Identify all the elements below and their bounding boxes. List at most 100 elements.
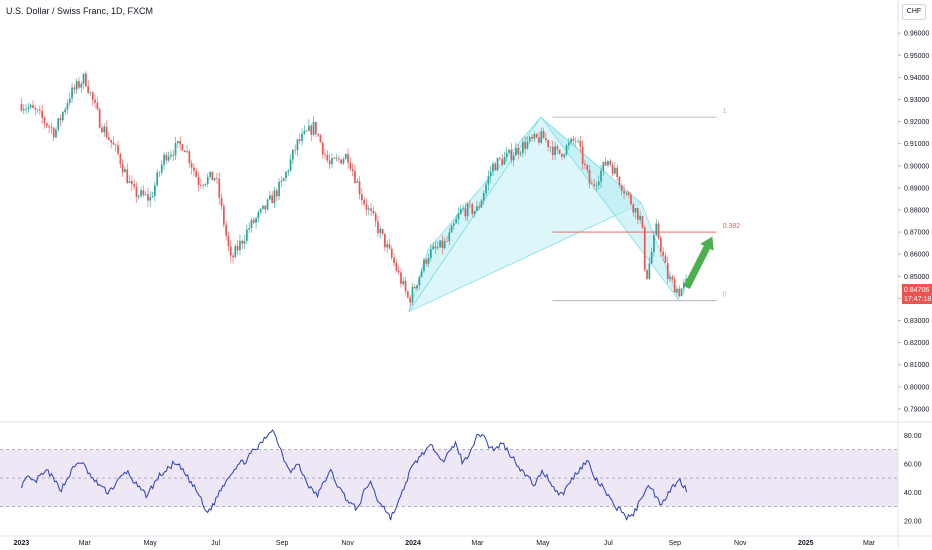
candle-body (133, 184, 136, 187)
candle-body (200, 184, 202, 186)
candle-body (505, 152, 508, 157)
candle-body (540, 131, 543, 143)
candle-body (246, 229, 248, 241)
candle-body (280, 180, 283, 182)
candle-body (512, 155, 515, 161)
candle-body (204, 183, 207, 186)
time-tick-label: May (536, 540, 550, 547)
candle-body (271, 195, 274, 204)
candle-body (669, 276, 671, 279)
candle-body (91, 92, 94, 100)
candle-body (285, 171, 287, 179)
candle-body (75, 81, 78, 90)
candle-body (264, 205, 267, 210)
candle-body (124, 169, 126, 173)
candle-body (453, 223, 455, 226)
candle-body (158, 172, 161, 174)
candle-body (257, 212, 260, 219)
candle-body (32, 105, 34, 108)
candle-body (614, 167, 616, 174)
candle-body (538, 137, 540, 143)
candle-body (50, 127, 53, 129)
candle-body (98, 109, 101, 128)
candle-body (266, 199, 269, 210)
rsi-line (21, 429, 688, 521)
candle-body (508, 149, 510, 153)
candle-body (519, 152, 522, 155)
candle-body (94, 99, 96, 103)
price-badge-price: 0.84706 (904, 287, 929, 294)
candle-body (142, 190, 145, 195)
candle-body (206, 176, 209, 184)
candle-body (574, 140, 577, 142)
candle-body (262, 205, 264, 209)
candle-body (289, 159, 292, 171)
candle-body (20, 103, 23, 111)
candle-body (126, 169, 129, 184)
candle-body (52, 128, 55, 138)
candle-body (303, 130, 306, 134)
rsi-tick-label: 40.00 (904, 490, 922, 497)
candle-body (225, 224, 228, 236)
candle-body (588, 170, 591, 184)
candle-body (137, 195, 140, 197)
price-tick-label: 0.91000 (904, 141, 929, 148)
candle-body (443, 241, 446, 249)
price-tick-label: 0.79000 (904, 406, 929, 413)
candle-body (639, 216, 642, 220)
candle-body (386, 244, 389, 248)
candle-body (462, 208, 464, 209)
candle-body (239, 240, 241, 251)
candle-body (515, 148, 517, 156)
candle-body (501, 159, 504, 165)
candle-body (25, 108, 27, 110)
candle-body (358, 181, 361, 195)
fib-level-label: 0 (723, 292, 727, 299)
price-tick-label: 0.82000 (904, 340, 929, 347)
candle-body (356, 181, 359, 183)
candle-body (390, 248, 393, 258)
candle-body (363, 199, 366, 205)
candle-body (236, 246, 239, 251)
candle-body (609, 160, 612, 165)
candle-body (110, 139, 113, 143)
candle-body (494, 163, 497, 171)
candle-body (547, 140, 550, 148)
candle-body (457, 213, 460, 219)
candle-body (416, 285, 418, 289)
candle-body (384, 233, 386, 248)
candle-body (301, 133, 303, 142)
candle-body (372, 210, 375, 214)
candle-body (558, 149, 561, 154)
rsi-pane (0, 429, 898, 521)
candle-body (59, 118, 62, 121)
candle-body (170, 154, 172, 157)
candle-body (144, 194, 147, 195)
candle-body (197, 177, 200, 185)
candle-body (466, 203, 469, 217)
candle-body (71, 87, 73, 99)
candle-body (64, 109, 67, 113)
candle-body (149, 197, 152, 201)
candle-body (459, 208, 462, 214)
price-tick-label: 0.85000 (904, 274, 929, 281)
candle-body (172, 154, 175, 156)
candle-body (338, 158, 340, 160)
candle-body (407, 291, 409, 298)
time-tick-label: 2024 (405, 540, 421, 547)
candle-body (36, 109, 39, 111)
candle-body (275, 190, 278, 197)
candle-body (653, 235, 655, 252)
candle-body (528, 136, 531, 142)
candle-body (381, 228, 384, 234)
candle-body (340, 159, 343, 164)
candle-body (174, 142, 177, 156)
candle-body (492, 163, 494, 172)
currency-selector-button[interactable]: CHF (902, 4, 926, 20)
candle-body (29, 105, 32, 108)
candle-body (317, 133, 320, 136)
candle-body (367, 208, 370, 210)
candle-body (365, 204, 368, 210)
candle-body (625, 192, 628, 194)
